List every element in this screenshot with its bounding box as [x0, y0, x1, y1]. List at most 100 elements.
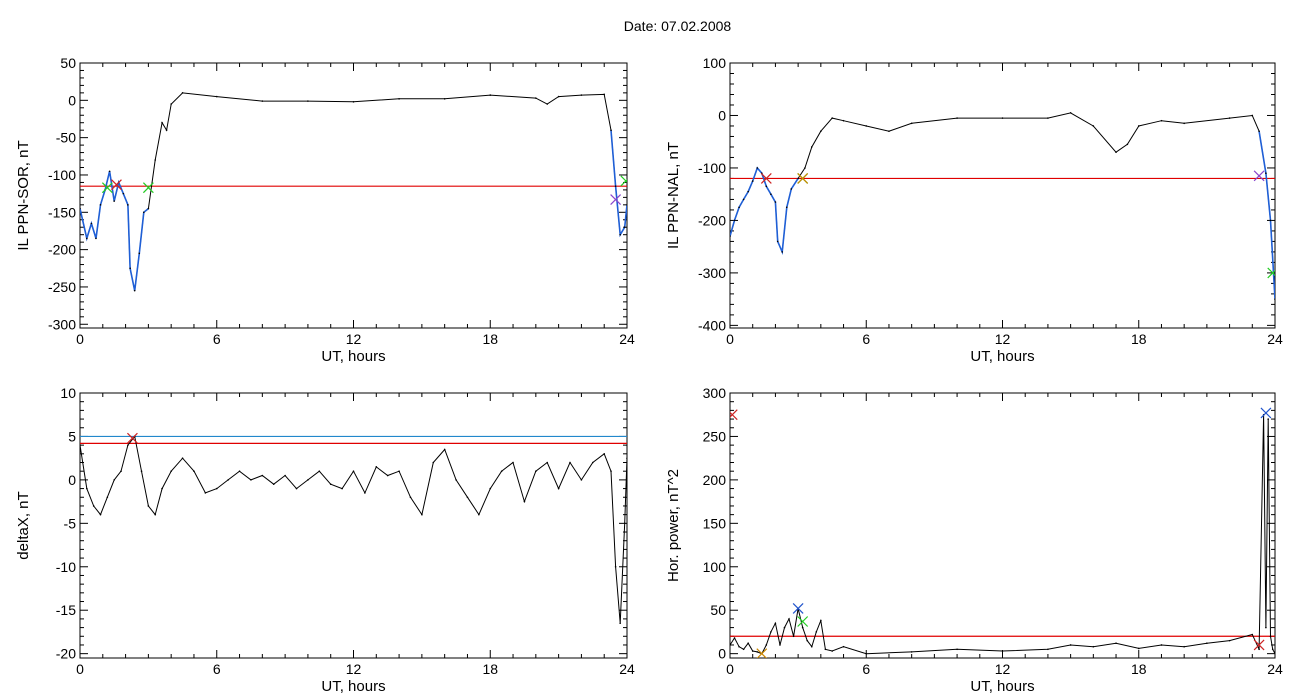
data-point	[108, 170, 111, 173]
data-point	[227, 479, 229, 481]
chart-panel-1: 0 6 12 18 24 -300 -250 -200 -150 -100 -50 0 50 UT, ho…	[15, 55, 635, 365]
data-point	[489, 487, 492, 490]
data-point	[626, 457, 627, 459]
data-point	[106, 496, 109, 499]
y-tick-label: 250	[703, 428, 727, 444]
data-point	[801, 626, 804, 629]
data-point	[797, 177, 799, 180]
x-tick-label: 12	[995, 661, 1011, 677]
data-point	[80, 444, 81, 446]
y-tick-label: 300	[703, 385, 727, 401]
data-point	[790, 188, 793, 190]
y-tick-label: 5	[68, 428, 76, 444]
data-point	[181, 92, 184, 94]
x-tick-label: 12	[995, 331, 1011, 347]
y-tick-label: 0	[718, 646, 726, 662]
data-point	[161, 487, 163, 490]
data-point	[181, 457, 184, 459]
y-tick-label: 0	[68, 92, 76, 108]
data-point	[756, 167, 759, 169]
y-axis-label: Hor. power, nT^2	[665, 469, 682, 582]
data-point	[99, 513, 102, 516]
data-point	[272, 483, 275, 486]
data-point	[614, 185, 617, 187]
y-tick-label: 200	[703, 472, 727, 488]
cross-marker	[797, 616, 809, 627]
data-point	[610, 129, 612, 131]
data-point	[546, 461, 549, 464]
cross-marker	[1253, 170, 1265, 182]
data-point	[1160, 644, 1163, 646]
cross-marker	[1260, 407, 1272, 419]
data-point	[170, 470, 172, 472]
y-tick-label: -20	[56, 646, 76, 662]
data-point	[398, 470, 400, 472]
x-tick-label: 18	[482, 661, 498, 677]
data-point	[261, 100, 264, 102]
y-tick-label: -300	[698, 265, 726, 281]
data-point	[610, 470, 612, 472]
data-point	[842, 119, 845, 122]
data-point	[143, 211, 145, 214]
x-tick-label: 24	[1267, 661, 1283, 677]
x-tick-label: 18	[1131, 331, 1147, 347]
data-point	[512, 461, 514, 464]
data-point	[1115, 642, 1117, 645]
data-point	[804, 167, 806, 169]
data-point	[478, 513, 480, 516]
data-point	[1228, 117, 1231, 119]
data-point	[765, 644, 768, 646]
x-tick-label: 0	[76, 661, 84, 677]
data-point	[352, 470, 355, 472]
data-point	[127, 444, 129, 446]
x-tick-label: 0	[76, 331, 84, 347]
x-axis-label: UT, hours	[970, 678, 1034, 695]
data-point	[765, 185, 768, 188]
data-point	[785, 206, 788, 209]
y-tick-label: -400	[698, 317, 726, 333]
x-tick-label: 6	[213, 661, 221, 677]
cross-marker	[126, 432, 138, 444]
data-point	[603, 93, 606, 96]
data-point	[738, 206, 740, 209]
x-tick-label: 24	[619, 331, 635, 347]
data-point	[792, 635, 795, 638]
data-point	[352, 101, 355, 103]
data-point	[129, 267, 131, 270]
data-point	[865, 125, 868, 127]
y-tick-label: -300	[48, 316, 76, 332]
data-point	[122, 192, 125, 195]
data-point	[1206, 642, 1208, 645]
y-tick-label: -250	[48, 279, 76, 295]
data-point	[831, 117, 833, 119]
data-point	[86, 237, 88, 240]
data-point	[1047, 648, 1049, 651]
data-point	[261, 474, 264, 477]
chart-panel-4: 0 6 12 18 24 0 50 100 150 200 250 300 UT, hours Hor. …	[665, 385, 1283, 695]
data-point	[1069, 644, 1072, 646]
data-point	[138, 252, 141, 255]
data-point	[500, 470, 503, 472]
data-point	[1069, 112, 1072, 114]
data-point	[815, 631, 818, 633]
data-point	[779, 644, 781, 646]
y-tick-label: -200	[698, 212, 726, 228]
x-tick-label: 12	[346, 331, 362, 347]
data-point	[250, 479, 252, 481]
y-axis-label: deltaX, nT	[15, 491, 32, 559]
data-point	[788, 618, 790, 620]
data-point	[774, 622, 777, 625]
data-point	[1126, 143, 1129, 146]
plot-area	[730, 407, 1275, 658]
y-axis-label: IL PPN-SOR, nT	[15, 140, 32, 250]
x-tick-label: 12	[346, 661, 362, 677]
data-point	[569, 461, 571, 464]
data-point	[742, 648, 745, 651]
data-point	[161, 121, 163, 124]
data-point	[1137, 647, 1140, 650]
data-point	[770, 193, 772, 195]
data-point	[204, 492, 207, 494]
data-point	[738, 645, 740, 648]
data-point	[147, 505, 150, 507]
